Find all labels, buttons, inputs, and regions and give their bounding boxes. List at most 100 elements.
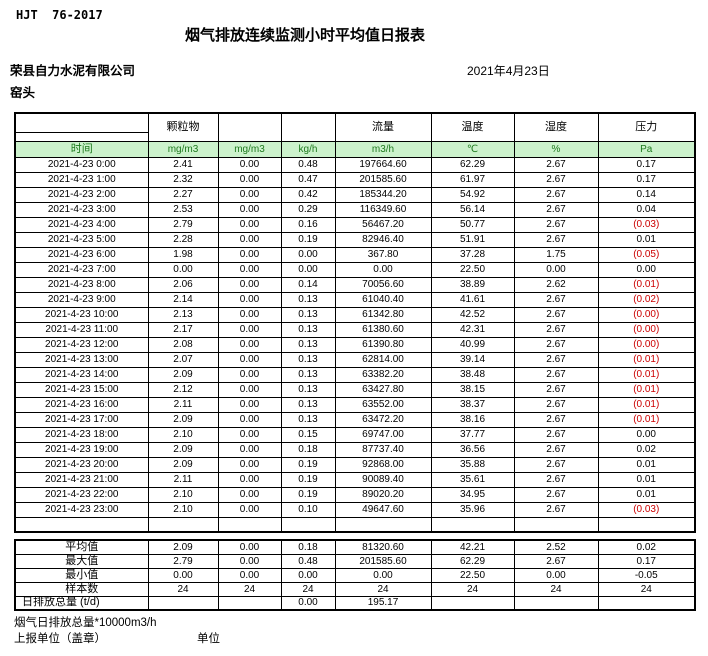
company-name: 荣县自力水泥有限公司 — [10, 64, 136, 78]
cell-value: 0.17 — [597, 156, 696, 173]
cell-value: 2.12 — [147, 381, 219, 398]
empty-row — [14, 516, 696, 533]
summary-value: 0.00 — [334, 567, 432, 583]
table-row: 2021-4-23 1:00 2.32 0.00 0.47 201585.60 61.97… — [14, 171, 696, 188]
cell-value: 63472.20 — [334, 411, 432, 428]
summary-value: 24 — [334, 581, 432, 597]
cell-time: 2021-4-23 13:00 — [14, 351, 149, 368]
table-row: 2021-4-23 3:00 2.53 0.00 0.29 116349.60 56.14… — [14, 201, 696, 218]
table-row: 2021-4-23 16:00 2.11 0.00 0.13 63552.00 38.37… — [14, 396, 696, 413]
cell-value: 0.04 — [597, 201, 696, 218]
cell-value: 2.09 — [147, 441, 219, 458]
table-row: 2021-4-23 21:00 2.11 0.00 0.19 90089.40 35.61… — [14, 471, 696, 488]
cell-value: 87737.40 — [334, 441, 432, 458]
cell-value: 35.96 — [430, 501, 515, 518]
cell-value: 0.13 — [280, 291, 336, 308]
summary-value: 0.18 — [280, 539, 336, 555]
cell-value: 0.00 — [217, 336, 282, 353]
table-header: 颗粒物 流量 温度 湿度 压力 时间 mg/m3 mg/m3 kg/h m3/h… — [14, 112, 696, 158]
cell-value: (0.00) — [597, 336, 696, 353]
header-blank-col3 — [280, 112, 336, 142]
cell-value: 2.67 — [513, 156, 599, 173]
cell-value: 2.67 — [513, 351, 599, 368]
cell-value: 2.67 — [513, 411, 599, 428]
cell-value: 0.00 — [217, 321, 282, 338]
cell-value: 2.67 — [513, 471, 599, 488]
header-pressure: 压力 — [597, 112, 696, 142]
table-row: 2021-4-23 14:00 2.09 0.00 0.13 63382.20 38.48… — [14, 366, 696, 383]
cell-value: 0.16 — [280, 216, 336, 233]
cell-value: 0.17 — [597, 171, 696, 188]
table-row: 2021-4-23 22:00 2.10 0.00 0.19 89020.20 34.95… — [14, 486, 696, 503]
summary-row: 平均值 2.09 0.00 0.18 81320.60 42.21 2.52 0.02 — [14, 539, 696, 555]
summary-value: -0.05 — [597, 567, 696, 583]
cell-empty — [147, 516, 219, 533]
cell-value: 0.00 — [217, 351, 282, 368]
cell-value: 2.67 — [513, 306, 599, 323]
cell-value: 2.17 — [147, 321, 219, 338]
cell-value: 0.00 — [217, 366, 282, 383]
cell-value: 1.75 — [513, 246, 599, 263]
cell-value: 0.00 — [217, 201, 282, 218]
unit-label: 单位 — [197, 633, 220, 645]
cell-time: 2021-4-23 18:00 — [14, 426, 149, 443]
reporting-unit-label: 上报单位（盖章） — [14, 633, 106, 645]
cell-time: 2021-4-23 5:00 — [14, 231, 149, 248]
cell-value: 0.13 — [280, 321, 336, 338]
cell-value: 1.98 — [147, 246, 219, 263]
cell-value: 56.14 — [430, 201, 515, 218]
header-flow: 流量 — [334, 112, 432, 142]
cell-value: 42.31 — [430, 321, 515, 338]
cell-value: 2.62 — [513, 276, 599, 293]
cell-time: 2021-4-23 4:00 — [14, 216, 149, 233]
cell-value: 2.08 — [147, 336, 219, 353]
unit-pa: Pa — [597, 140, 696, 158]
cell-value: 61342.80 — [334, 306, 432, 323]
cell-value: 2.67 — [513, 291, 599, 308]
unit-mgm3-1: mg/m3 — [147, 140, 219, 158]
summary-value — [597, 595, 696, 611]
cell-value: 2.67 — [513, 216, 599, 233]
header-humidity: 湿度 — [513, 112, 599, 142]
cell-value: 49647.60 — [334, 501, 432, 518]
summary-row: 最小值 0.00 0.00 0.00 0.00 22.50 0.00 -0.05 — [14, 567, 696, 583]
cell-empty — [597, 516, 696, 533]
cell-time: 2021-4-23 7:00 — [14, 261, 149, 278]
cell-value: 2.14 — [147, 291, 219, 308]
cell-value: 0.00 — [217, 426, 282, 443]
cell-time: 2021-4-23 12:00 — [14, 336, 149, 353]
cell-time: 2021-4-23 23:00 — [14, 501, 149, 518]
cell-value: 0.00 — [217, 501, 282, 518]
cell-value: (0.01) — [597, 351, 696, 368]
cell-time: 2021-4-23 0:00 — [14, 156, 149, 173]
cell-value: (0.02) — [597, 291, 696, 308]
table-row: 2021-4-23 18:00 2.10 0.00 0.15 69747.00 37.77… — [14, 426, 696, 443]
cell-value: (0.03) — [597, 501, 696, 518]
cell-value: 61040.40 — [334, 291, 432, 308]
cell-time: 2021-4-23 21:00 — [14, 471, 149, 488]
cell-value: 37.28 — [430, 246, 515, 263]
cell-value: 0.00 — [217, 216, 282, 233]
cell-value: 2.41 — [147, 156, 219, 173]
cell-value: 201585.60 — [334, 171, 432, 188]
cell-value: 61380.60 — [334, 321, 432, 338]
cell-time: 2021-4-23 8:00 — [14, 276, 149, 293]
cell-value: 38.89 — [430, 276, 515, 293]
unit-celsius: ℃ — [430, 140, 515, 158]
cell-value: 2.67 — [513, 396, 599, 413]
cell-empty — [430, 516, 515, 533]
summary-value: 24 — [430, 581, 515, 597]
cell-value: 0.00 — [217, 156, 282, 173]
cell-time: 2021-4-23 17:00 — [14, 411, 149, 428]
table-row: 2021-4-23 12:00 2.08 0.00 0.13 61390.80 40.99… — [14, 336, 696, 353]
cell-value: (0.01) — [597, 366, 696, 383]
summary-value: 62.29 — [430, 553, 515, 569]
cell-value: 0.14 — [597, 186, 696, 203]
cell-value: 35.88 — [430, 456, 515, 473]
cell-value: 50.77 — [430, 216, 515, 233]
cell-value: 116349.60 — [334, 201, 432, 218]
cell-value: (0.01) — [597, 396, 696, 413]
cell-time: 2021-4-23 16:00 — [14, 396, 149, 413]
summary-value: 0.00 — [513, 567, 599, 583]
cell-value: (0.00) — [597, 321, 696, 338]
